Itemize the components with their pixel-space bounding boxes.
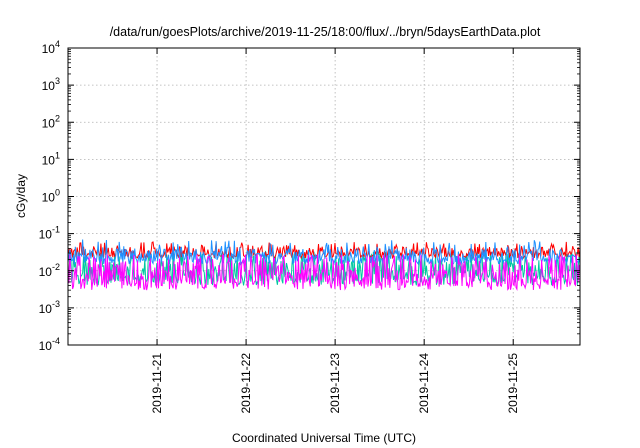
y-tick-label: 10-3	[39, 299, 60, 316]
x-tick-label: 2019-11-25	[506, 353, 520, 414]
x-tick-label: 2019-11-21	[150, 353, 164, 414]
y-tick-label: 102	[42, 113, 60, 130]
x-tick-label: 2019-11-24	[417, 353, 431, 414]
y-tick-label: 103	[42, 76, 60, 93]
series-layer	[67, 239, 581, 292]
grid-lines	[68, 48, 580, 345]
x-tick-label: 2019-11-23	[328, 353, 342, 414]
y-tick-label: 10-4	[39, 336, 60, 353]
series-line	[67, 254, 581, 292]
x-tick-label: 2019-11-22	[239, 353, 253, 414]
chart-title: /data/run/goesPlots/archive/2019-11-25/1…	[110, 25, 541, 39]
y-tick-labels: 10-4 10-3 10-2 10-1 100 101 102 103 104	[39, 39, 60, 353]
y-tick-label: 10-2	[39, 262, 60, 279]
x-tick-labels: 2019-11-21 2019-11-22 2019-11-23 2019-11-24…	[150, 353, 520, 414]
series-line	[67, 239, 581, 266]
y-axis-label: cGy/day	[14, 174, 28, 218]
y-tick-label: 104	[42, 39, 60, 56]
x-axis-label: Coordinated Universal Time (UTC)	[232, 431, 416, 445]
y-tick-label: 10-1	[39, 225, 60, 242]
y-tick-label: 101	[42, 150, 60, 167]
y-tick-label: 100	[42, 188, 60, 205]
axis-ticks	[68, 47, 580, 346]
